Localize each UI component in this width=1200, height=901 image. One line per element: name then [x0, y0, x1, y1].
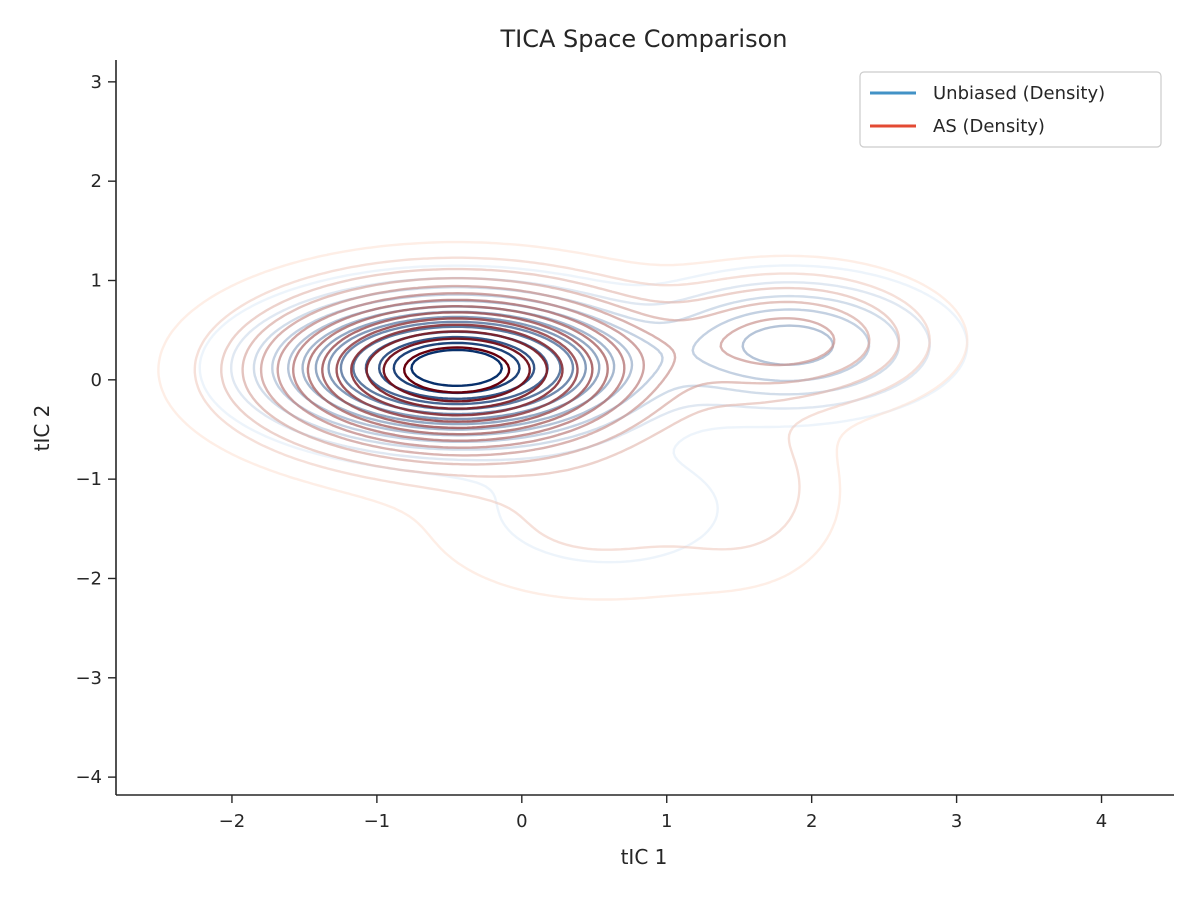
contour-level [321, 311, 594, 430]
x-axis-label: tIC 1 [621, 845, 668, 869]
y-tick-label: 3 [91, 72, 102, 93]
x-tick-label: −1 [364, 811, 391, 832]
contour-level [382, 337, 531, 403]
contour-level [314, 310, 601, 426]
contour-level [403, 346, 511, 394]
contour-level [220, 267, 901, 478]
contour-level [306, 305, 609, 436]
y-tick-label: −4 [75, 767, 102, 788]
legend: Unbiased (Density) AS (Density) [859, 71, 1162, 148]
y-tick-label: −2 [75, 568, 102, 589]
legend-label-as: AS (Density) [933, 116, 1045, 137]
y-tick-label: 0 [91, 370, 102, 391]
contour-level [276, 292, 645, 449]
y-tick-label: −3 [75, 668, 102, 689]
y-axis-label: tIC 2 [30, 405, 54, 452]
contour-level [350, 323, 564, 417]
contour-level [292, 298, 626, 442]
contour-level [193, 256, 931, 551]
chart-title: TICA Space Comparison [499, 25, 787, 53]
x-tick-label: 1 [661, 811, 672, 832]
legend-box [859, 71, 1162, 148]
x-tick-label: 4 [1096, 811, 1107, 832]
y-tick-label: 2 [91, 171, 102, 192]
y-axis-ticks: −4 −3 −2 −1 0 1 2 3 [75, 72, 116, 788]
contour-level [241, 277, 871, 466]
x-tick-label: 2 [806, 811, 817, 832]
x-tick-label: 3 [951, 811, 962, 832]
contour-level [410, 348, 503, 387]
contour-level [335, 317, 579, 423]
contour-level [365, 330, 549, 410]
x-axis-ticks: −2 −1 0 1 2 3 4 [219, 795, 1107, 832]
contour-level [259, 284, 836, 457]
x-tick-label: 0 [516, 811, 527, 832]
contour-level [157, 240, 969, 601]
unbiased-density-contours [198, 264, 969, 564]
plot-area [157, 240, 969, 601]
legend-label-unbiased: Unbiased (Density) [933, 83, 1105, 104]
y-tick-label: 1 [91, 271, 102, 292]
as-density-contours [157, 240, 969, 601]
y-tick-label: −1 [75, 469, 102, 490]
x-tick-label: −2 [219, 811, 246, 832]
